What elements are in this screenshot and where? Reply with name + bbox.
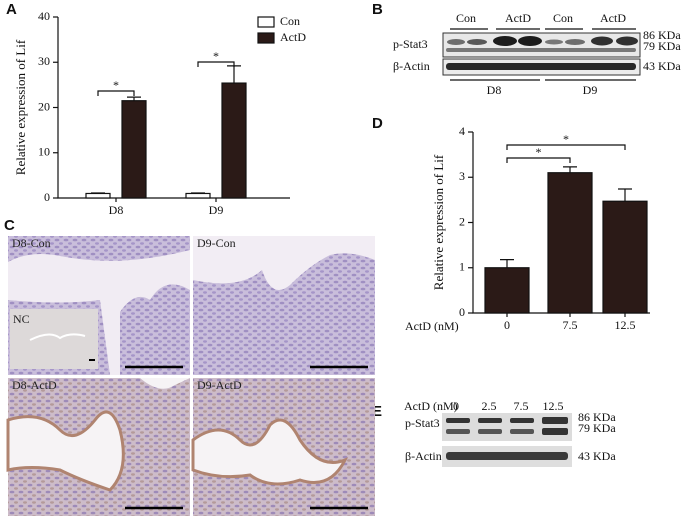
size-label: 43 KDa (643, 59, 681, 73)
bar (547, 172, 593, 314)
blot-header: ActD (nM) (404, 399, 458, 413)
band (446, 63, 636, 70)
x-tick-label: 7.5 (563, 318, 578, 332)
micrograph-label: D8-Con (12, 236, 51, 250)
legend-label: ActD (280, 30, 306, 44)
y-tick-label: 4 (459, 124, 465, 138)
panel-label: D (372, 115, 383, 132)
lane-label: 2.5 (482, 399, 497, 413)
band (446, 452, 568, 460)
panel-label: C (4, 217, 15, 234)
bar (221, 82, 247, 199)
micrograph (193, 236, 375, 375)
micrograph-label: D8-ActD (12, 378, 57, 392)
micrographs: D8-Con D9-Con NC D8-ActD D9-ActD (6, 236, 375, 516)
group-label: D8 (487, 83, 502, 97)
y-tick-label: 0 (44, 190, 50, 204)
significance-bracket (197, 61, 235, 67)
micrograph (6, 378, 190, 516)
blot-frame (442, 32, 641, 58)
x-tick-label: 12.5 (615, 318, 636, 332)
micrograph (191, 378, 375, 516)
bands (446, 36, 638, 52)
panel-label: A (6, 1, 17, 18)
panel-label: E (372, 403, 382, 420)
blot-b: Con ActD Con ActD p-Stat3 β-Actin 86 KDa… (393, 11, 681, 97)
size-label: 86 KDa (578, 410, 616, 424)
y-tick-label: 40 (38, 9, 50, 23)
x-tick-label: D9 (209, 203, 224, 217)
bar (602, 200, 648, 314)
significance-label: * (213, 49, 219, 63)
x-tick-label: D8 (109, 203, 124, 217)
size-label: 43 KDa (578, 449, 616, 463)
size-label: 86 KDa (643, 28, 681, 42)
error-bar (127, 96, 141, 101)
row-label: p-Stat3 (393, 37, 428, 51)
lane-label: ActD (505, 11, 531, 25)
y-axis-label: Relative expression of Lif (431, 154, 446, 290)
micrograph (8, 236, 190, 375)
y-tick-label: 10 (38, 145, 50, 159)
micrograph-label: D9-Con (197, 236, 236, 250)
row-label: p-Stat3 (405, 416, 440, 430)
lane-label: Con (553, 11, 573, 25)
legend-label: Con (280, 14, 300, 28)
significance-label: * (536, 145, 542, 159)
lane-label: 12.5 (543, 399, 564, 413)
significance-bracket (506, 144, 626, 150)
lane-label: Con (456, 11, 476, 25)
y-axis-label: Relative expression of Lif (13, 39, 28, 175)
y-tick-label: 2 (459, 214, 465, 228)
legend-swatch (257, 32, 275, 44)
group-label: D9 (583, 83, 598, 97)
y-tick-label: 1 (459, 260, 465, 274)
micrograph-label: D9-ActD (197, 378, 242, 392)
bar (85, 192, 111, 199)
lane-label: 7.5 (514, 399, 529, 413)
significance-bracket (506, 157, 571, 163)
error-bar (618, 188, 632, 202)
error-bar (563, 166, 577, 173)
significance-label: * (113, 78, 119, 92)
y-tick-label: 3 (459, 169, 465, 183)
bands (446, 417, 568, 435)
bar (185, 192, 211, 199)
bar (121, 100, 147, 199)
row-label: β-Actin (393, 59, 430, 73)
y-tick-label: 0 (459, 305, 465, 319)
error-bar (500, 259, 514, 268)
bar (484, 267, 530, 314)
legend-swatch (257, 16, 275, 28)
lane-label: ActD (600, 11, 626, 25)
y-tick-label: 20 (38, 99, 50, 113)
size-label: 79 KDa (578, 421, 616, 435)
panel-label: B (372, 1, 383, 18)
axis (57, 17, 290, 199)
row-label: β-Actin (405, 449, 442, 463)
y-tick-label: 30 (38, 54, 50, 68)
significance-bracket (97, 90, 135, 96)
lane-lines (450, 28, 636, 81)
size-label: 79 KDa (643, 39, 681, 53)
blot-e: ActD (nM) 0 2.5 7.5 12.5 p-Stat3 β-Actin… (404, 399, 616, 467)
x-axis-label: ActD (nM) (405, 319, 459, 333)
significance-label: * (563, 132, 569, 146)
x-tick-label: 0 (504, 318, 510, 332)
micrograph-label: NC (13, 312, 30, 326)
lane-label: 0 (453, 399, 459, 413)
error-bar (227, 65, 241, 84)
